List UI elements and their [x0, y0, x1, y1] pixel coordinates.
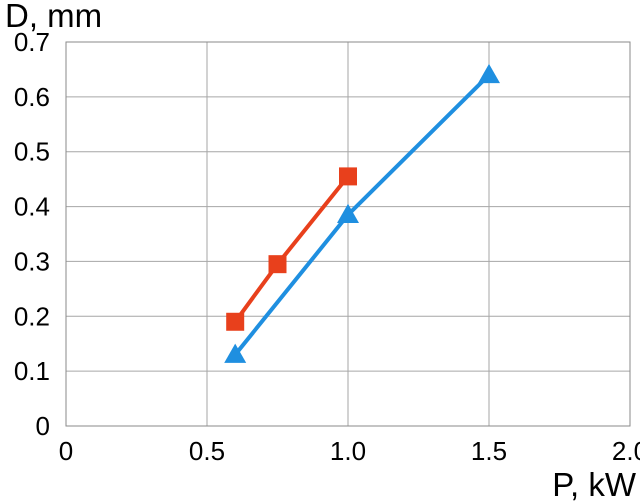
x-tick-label: 1.5 — [471, 436, 507, 466]
triangle-marker — [224, 343, 247, 363]
x-tick-labels: 0 0.5 1.0 1.5 2.0 — [59, 436, 640, 466]
square-marker — [268, 255, 287, 274]
series-line-2 — [233, 73, 491, 356]
triangle-marker — [478, 63, 500, 84]
y-axis-label: D, mm — [5, 0, 102, 34]
triangle-marker — [337, 203, 359, 224]
x-tick-label: 0.5 — [189, 436, 225, 466]
x-axis-label: P, kW — [552, 466, 637, 503]
square-marker — [339, 167, 357, 186]
plot-frame — [65, 41, 631, 427]
y-tick-label: 0 — [36, 411, 50, 441]
square-marker — [226, 312, 245, 331]
y-tick-label: 0.7 — [14, 27, 50, 57]
series-layer — [224, 63, 500, 363]
y-tick-label: 0.2 — [14, 301, 50, 331]
y-tick-label: 0.6 — [14, 82, 50, 112]
grid — [65, 41, 631, 427]
y-tick-labels: 0 0.1 0.2 0.3 0.4 0.5 0.6 0.7 — [14, 27, 50, 441]
x-tick-label: 0 — [59, 436, 73, 466]
series-line-1 — [233, 175, 350, 323]
x-tick-label: 2.0 — [612, 436, 640, 466]
y-tick-label: 0.1 — [14, 356, 50, 386]
y-tick-label: 0.5 — [14, 137, 50, 167]
x-tick-label: 1.0 — [330, 436, 366, 466]
y-tick-label: 0.3 — [14, 246, 50, 276]
y-tick-label: 0.4 — [14, 192, 50, 222]
